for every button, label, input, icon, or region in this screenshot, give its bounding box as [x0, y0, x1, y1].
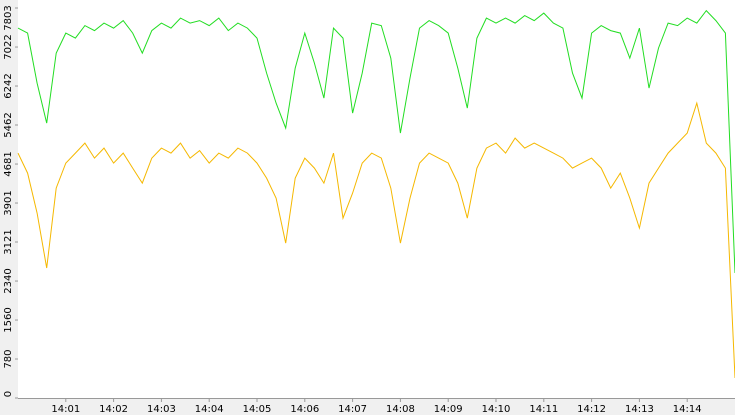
- x-tick-label: 14:05: [243, 404, 272, 415]
- plot-area: [18, 0, 735, 398]
- y-tick-label: 6242: [3, 73, 14, 98]
- y-tick-label: 4681: [3, 151, 14, 176]
- y-tick-label: 1560: [3, 307, 14, 332]
- x-tick-label: 14:07: [338, 404, 367, 415]
- x-tick-label: 14:11: [529, 404, 558, 415]
- x-tick-label: 14:06: [290, 404, 319, 415]
- y-tick-label: 780: [3, 349, 14, 368]
- x-tick-label: 14:09: [434, 404, 463, 415]
- x-tick-label: 14:14: [673, 404, 702, 415]
- x-tick-label: 14:10: [482, 404, 511, 415]
- y-tick-label: 3901: [3, 190, 14, 215]
- y-tick-label: 7803: [3, 5, 14, 30]
- x-tick-label: 14:12: [577, 404, 606, 415]
- x-tick-label: 14:01: [51, 404, 80, 415]
- x-tick-label: 14:08: [386, 404, 415, 415]
- y-tick-label: 5462: [3, 112, 14, 137]
- x-tick-label: 14:03: [147, 404, 176, 415]
- series-line: [17, 9, 735, 274]
- x-tick-label: 14:13: [625, 404, 654, 415]
- y-tick-label: 7022: [3, 34, 14, 59]
- y-tick-label: 0: [3, 391, 14, 397]
- x-tick-label: 14:02: [99, 404, 128, 415]
- x-tick-label: 14:04: [195, 404, 224, 415]
- y-tick-label: 2340: [3, 268, 14, 293]
- y-tick-label: 3121: [3, 229, 14, 254]
- series-line: [17, 101, 735, 379]
